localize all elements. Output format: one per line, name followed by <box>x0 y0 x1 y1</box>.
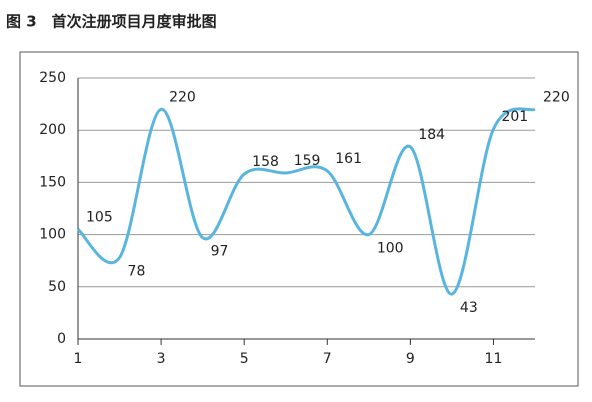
x-tick-label: 1 <box>74 351 83 367</box>
x-tick-label: 7 <box>323 351 332 367</box>
data-label: 220 <box>169 89 196 105</box>
data-label: 78 <box>128 264 146 280</box>
data-label: 43 <box>460 300 478 316</box>
data-label: 97 <box>211 244 229 260</box>
data-label: 184 <box>418 127 445 143</box>
data-label: 159 <box>294 153 321 169</box>
y-tick-label: 100 <box>39 227 66 243</box>
data-label: 161 <box>335 151 362 167</box>
data-label: 158 <box>252 154 279 170</box>
x-tick-label: 3 <box>157 351 166 367</box>
y-tick-label: 250 <box>39 70 66 86</box>
x-tick-label: 5 <box>240 351 249 367</box>
data-label: 100 <box>377 241 404 257</box>
x-tick-label: 9 <box>406 351 415 367</box>
chart-title: 图 3 首次注册项目月度审批图 <box>6 13 217 31</box>
line <box>76 107 536 296</box>
y-tick-label: 0 <box>57 331 66 347</box>
data-label: 220 <box>543 89 570 105</box>
y-tick-label: 200 <box>39 122 66 138</box>
x-tick-label: 11 <box>485 351 503 367</box>
data-label: 201 <box>501 109 528 125</box>
data-label: 105 <box>86 209 113 225</box>
frame <box>19 51 579 387</box>
y-tick-label: 150 <box>39 174 66 190</box>
y-tick-label: 50 <box>48 279 66 295</box>
